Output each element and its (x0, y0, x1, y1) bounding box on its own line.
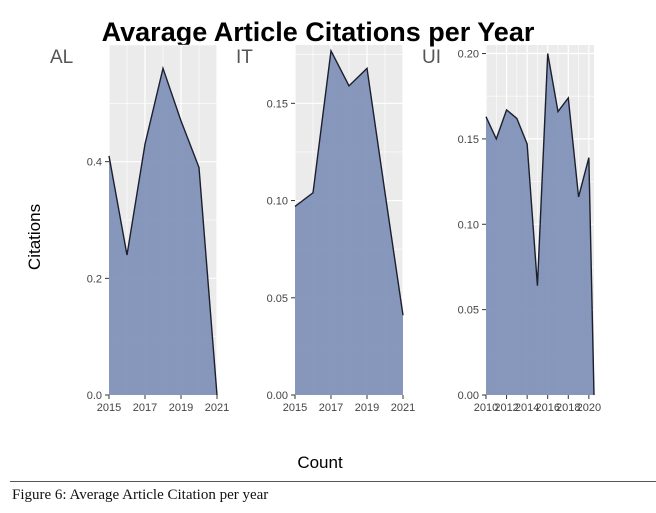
x-tick-label: 2015 (283, 402, 307, 414)
line-series-al (108, 65, 218, 396)
caption-divider (10, 481, 656, 482)
x-tick-label: 2020 (577, 402, 601, 414)
facet-panel-it: 0.00 0.05 0.10 0.15 2015 2017 2019 2021 IT (236, 45, 415, 414)
y-tick-label: 0.15 (267, 98, 288, 110)
x-tick-label: 2019 (169, 402, 193, 414)
facet-label-it: IT (236, 47, 253, 68)
x-tick-label: 2017 (319, 402, 343, 414)
chart-figure: Avarage Article Citations per Year Citat… (25, 17, 601, 472)
y-tick-label: 0.10 (458, 219, 479, 231)
area-series-al (109, 68, 217, 395)
x-tick-label: 2015 (97, 402, 121, 414)
y-tick-label: 0.10 (267, 196, 288, 208)
facet-label-al: AL (50, 47, 73, 68)
facet-label-ui: UI (422, 47, 441, 68)
y-tick-label: 0.05 (267, 293, 288, 305)
x-tick-label: 2012 (494, 402, 518, 414)
y-tick-label: 0.0 (87, 390, 102, 402)
line-series-it (294, 48, 404, 316)
y-tick-label: 0.15 (458, 134, 479, 146)
y-tick-label: 0.20 (458, 49, 479, 61)
x-tick-label: 2017 (133, 402, 157, 414)
x-tick-label: 2021 (391, 402, 415, 414)
area-series-it (295, 50, 403, 395)
figure-caption: Figure 6: Average Article Citation per y… (12, 487, 269, 503)
facet-panel-al: 0.0 0.2 0.4 2015 2017 2019 2021 AL (50, 44, 229, 414)
y-tick-label: 0.00 (458, 390, 479, 402)
line-series-ui (485, 53, 595, 396)
x-tick-label: 2010 (474, 402, 498, 414)
y-tick-label: 0.05 (458, 305, 479, 317)
x-tick-label: 2014 (515, 402, 539, 414)
x-tick-label: 2019 (355, 402, 379, 414)
x-tick-label: 2016 (535, 402, 559, 414)
y-axis-label: Citations (25, 204, 44, 270)
x-tick-label: 2018 (556, 402, 580, 414)
area-series-ui (486, 53, 594, 395)
x-tick-label: 2021 (205, 402, 229, 414)
chart-title: Avarage Article Citations per Year (102, 17, 535, 47)
y-tick-label: 0.2 (87, 273, 102, 285)
facet-panel-ui: 0.00 0.05 0.10 0.15 0.20 20102012201420162018… (422, 45, 601, 414)
y-tick-label: 0.4 (87, 157, 102, 169)
x-axis-label: Count (297, 453, 343, 472)
y-tick-label: 0.00 (267, 390, 288, 402)
